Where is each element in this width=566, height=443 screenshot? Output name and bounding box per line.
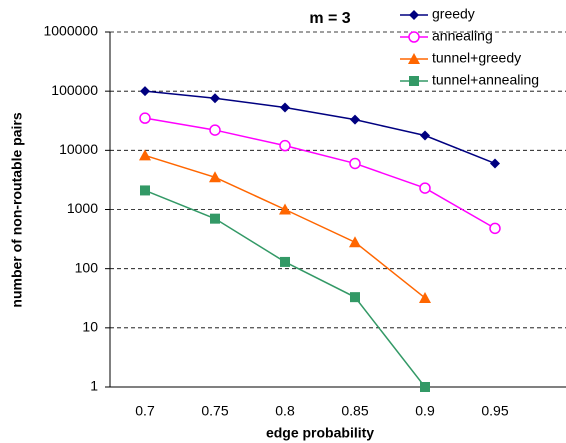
marker [349, 236, 361, 248]
marker [419, 291, 431, 303]
marker [408, 31, 420, 43]
marker [139, 112, 151, 124]
marker [280, 102, 290, 113]
marker [420, 130, 430, 141]
marker [210, 93, 220, 104]
marker [489, 222, 501, 235]
marker [420, 382, 430, 392]
x-tick-label: 0.85 [341, 403, 368, 419]
y-tick-label: 10000 [59, 141, 98, 157]
x-tick-label: 0.75 [201, 403, 228, 419]
y-tick-label: 1000000 [43, 23, 98, 39]
marker [139, 149, 151, 161]
marker [279, 139, 291, 152]
marker [350, 114, 360, 125]
y-tick-label: 10 [82, 319, 98, 335]
marker [140, 185, 150, 196]
marker [209, 171, 221, 183]
marker [408, 53, 420, 64]
legend-label: greedy [432, 6, 475, 22]
y-tick-label: 1 [90, 378, 98, 394]
marker [409, 10, 419, 20]
legend-label: tunnel+annealing [432, 72, 539, 88]
y-tick-label: 100 [75, 259, 99, 275]
series-line [144, 189, 426, 388]
marker [279, 203, 291, 215]
marker [490, 158, 500, 169]
chart-title: m = 3 [309, 10, 350, 27]
marker [280, 256, 290, 267]
marker [419, 182, 431, 194]
marker [350, 292, 360, 303]
y-tick-label: 100000 [51, 82, 98, 98]
series-line [144, 117, 496, 230]
marker [209, 124, 221, 136]
x-tick-label: 0.9 [415, 403, 435, 419]
marker [349, 157, 361, 170]
x-axis-label: edge probability [266, 425, 374, 441]
x-tick-label: 0.8 [275, 403, 295, 419]
marker [409, 76, 419, 86]
legend-label: tunnel+greedy [432, 50, 521, 66]
y-tick-label: 1000 [67, 200, 98, 216]
x-tick-label: 0.95 [481, 403, 508, 419]
marker [140, 86, 150, 97]
marker [210, 213, 220, 224]
x-tick-label: 0.7 [135, 403, 155, 419]
series-line [144, 154, 426, 299]
series-line [144, 90, 496, 165]
legend-label: annealing [432, 28, 493, 44]
y-axis-label: number of non-routable pairs [9, 112, 25, 307]
